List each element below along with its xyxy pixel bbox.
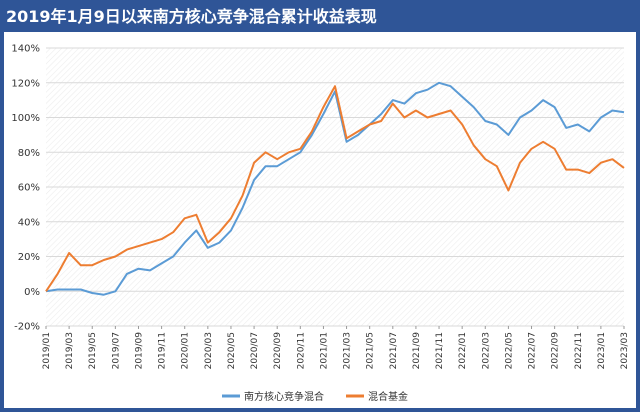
legend-label: 混合基金 [368, 390, 408, 403]
x-tick-label: 2021/05 [366, 332, 376, 369]
x-tick-label: 2021/07 [389, 332, 399, 369]
x-tick-label: 2022/03 [481, 332, 491, 369]
legend: 南方核心竞争混合 混合基金 [222, 390, 408, 403]
x-tick-label: 2022/01 [458, 332, 468, 369]
series-lines [45, 81, 625, 296]
x-tick-label: 2021/03 [343, 332, 353, 369]
y-tick-label: 100% [11, 113, 40, 124]
series-line-1 [45, 81, 625, 296]
series-line-2 [45, 85, 625, 292]
x-tick-label: 2021/01 [319, 332, 329, 369]
x-tick-label: 2020/11 [296, 332, 306, 369]
y-axis-ticks: -20% 0% 20% 40% 60% 80% 100% 120% 140% [11, 44, 40, 333]
x-tick-label: 2020/05 [227, 332, 237, 369]
x-tick-label: 2019/05 [88, 332, 98, 369]
x-tick-label: 2020/01 [181, 332, 191, 369]
x-tick-label: 2022/11 [574, 332, 584, 369]
x-tick-label: 2020/07 [250, 332, 260, 369]
y-tick-label: 120% [11, 78, 40, 89]
y-tick-label: 20% [18, 252, 40, 263]
x-tick-label: 2019/09 [134, 332, 144, 370]
x-axis-ticks: 2019/01 2019/03 2019/05 2019/07 2019/09 2019/… [42, 326, 630, 369]
x-tick-label: 2023/03 [620, 332, 630, 369]
y-tick-label: 80% [18, 148, 40, 159]
x-tick-label: 2019/03 [65, 332, 75, 369]
x-tick-label: 2020/09 [273, 332, 283, 370]
legend-label: 南方核心竞争混合 [244, 390, 324, 403]
x-tick-label: 2019/07 [111, 332, 121, 369]
y-tick-label: 140% [11, 44, 40, 55]
x-tick-label: 2022/05 [504, 332, 514, 369]
x-tick-label: 2019/11 [158, 332, 168, 369]
x-tick-label: 2022/07 [528, 332, 538, 369]
x-tick-label: 2019/01 [42, 332, 52, 369]
x-tick-label: 2022/09 [551, 332, 561, 370]
chart-panel: -20% 0% 20% 40% 60% 80% 100% 120% 140% 2019/01 20… [4, 32, 636, 408]
x-tick-label: 2020/03 [204, 332, 214, 369]
x-tick-label: 2021/11 [435, 332, 445, 369]
y-tick-label: 0% [24, 287, 40, 298]
y-tick-label: 40% [18, 217, 40, 228]
line-chart: -20%0%20%40%60%80%100%120%140% 2019/01 20… [11, 44, 630, 404]
y-tick-label: 60% [18, 183, 40, 194]
grid-lines [46, 47, 624, 327]
y-tick-label: -20% [14, 322, 40, 333]
chart-title: 2019年1月9日以来南方核心竞争混合累计收益表现 [6, 7, 377, 26]
x-tick-label: 2023/01 [597, 332, 607, 369]
x-tick-label: 2021/09 [412, 332, 422, 370]
